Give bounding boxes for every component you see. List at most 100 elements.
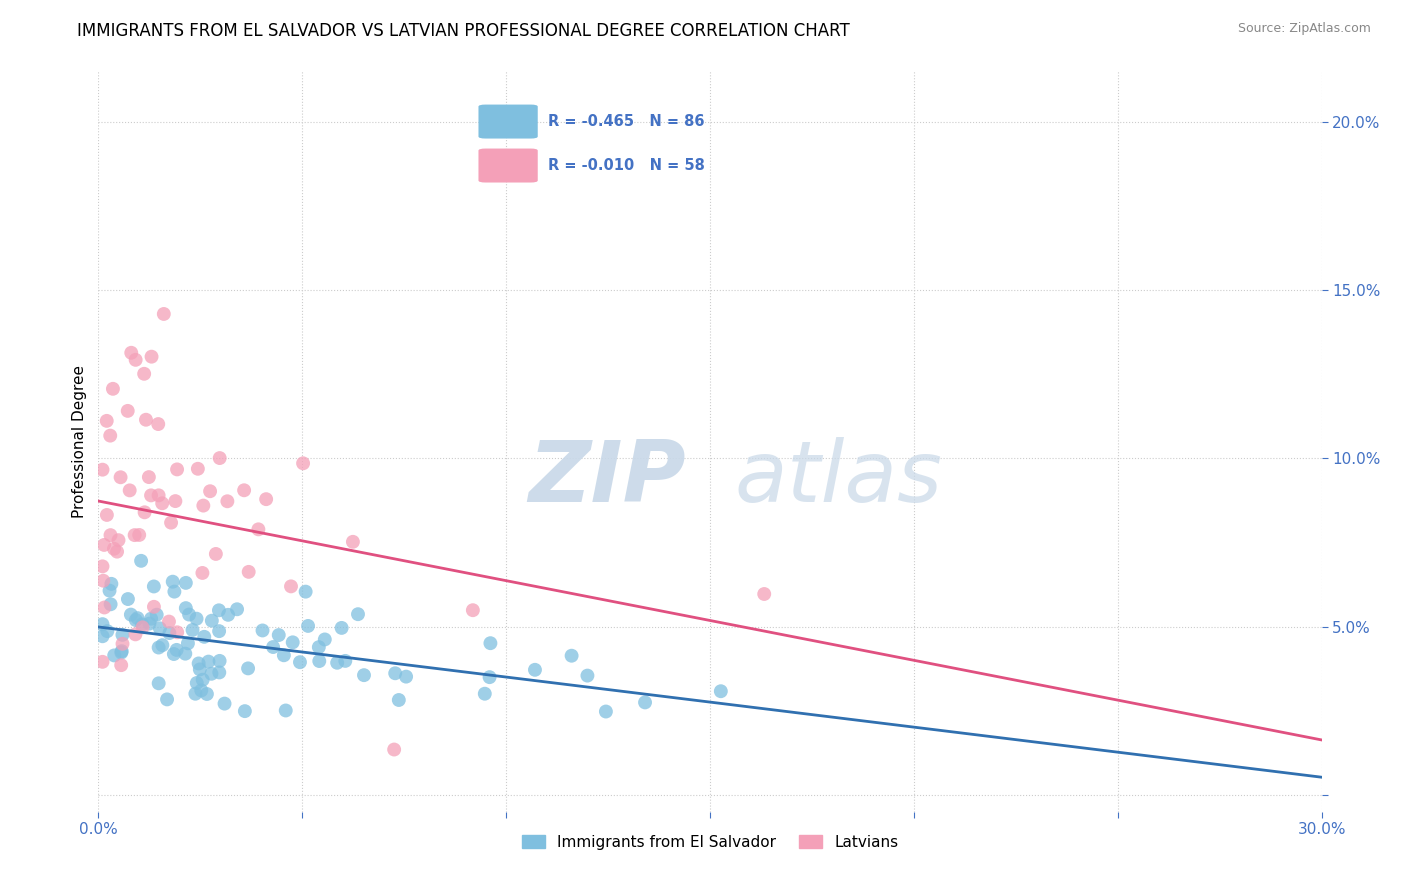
Point — [262, 640, 284, 654]
Point — [124, 528, 146, 542]
Point — [120, 345, 142, 359]
Point — [576, 668, 599, 682]
Point — [292, 456, 315, 470]
Point — [474, 687, 496, 701]
Point — [166, 643, 188, 657]
Point — [254, 492, 277, 507]
Point — [214, 697, 236, 711]
Point — [160, 516, 183, 530]
Point — [91, 655, 114, 669]
Point — [139, 612, 162, 626]
Point — [142, 579, 165, 593]
Point — [634, 695, 657, 709]
Point — [153, 307, 176, 321]
Point — [308, 640, 330, 655]
Point — [100, 528, 122, 542]
Point — [479, 636, 502, 650]
Point — [191, 566, 214, 580]
Point — [382, 742, 405, 756]
Point — [148, 676, 170, 690]
Point — [342, 534, 364, 549]
Point — [200, 666, 222, 681]
Point — [124, 352, 146, 367]
Point — [233, 704, 256, 718]
Point — [120, 607, 142, 622]
Point — [165, 494, 187, 508]
Point — [91, 617, 114, 632]
Point — [96, 414, 118, 428]
Point — [188, 662, 211, 676]
Point — [197, 655, 219, 669]
Point — [186, 676, 208, 690]
Point — [561, 648, 583, 663]
Point — [124, 627, 146, 641]
Point — [384, 666, 406, 681]
Point — [326, 656, 349, 670]
Point — [217, 494, 239, 508]
Point — [478, 670, 501, 684]
Legend: Immigrants from El Salvador, Latvians: Immigrants from El Salvador, Latvians — [516, 829, 904, 856]
Point — [177, 636, 200, 650]
Point — [103, 541, 125, 556]
Point — [166, 462, 188, 476]
Point — [208, 624, 231, 639]
Point — [267, 628, 290, 642]
Point — [193, 499, 215, 513]
Point — [163, 647, 186, 661]
Y-axis label: Professional Degree: Professional Degree — [72, 365, 87, 518]
Point — [111, 628, 134, 642]
Point — [91, 463, 114, 477]
Point — [100, 597, 122, 611]
Point — [347, 607, 370, 622]
Point — [177, 607, 200, 622]
Point — [150, 496, 173, 510]
Point — [148, 488, 170, 502]
Point — [193, 630, 215, 644]
Point — [96, 624, 118, 639]
Point — [395, 670, 418, 684]
Point — [129, 554, 152, 568]
Point — [205, 547, 228, 561]
Point — [198, 484, 221, 499]
Point — [149, 621, 172, 635]
Point — [388, 693, 411, 707]
Point — [103, 648, 125, 663]
Point — [281, 635, 304, 649]
Point — [107, 533, 129, 548]
Point — [141, 350, 163, 364]
Point — [148, 640, 170, 655]
Point — [191, 673, 214, 687]
Point — [187, 462, 209, 476]
Point — [91, 559, 114, 574]
Point — [101, 382, 124, 396]
Point — [208, 665, 231, 680]
Point — [335, 654, 357, 668]
Point — [201, 614, 224, 628]
Point — [314, 632, 336, 647]
Point — [174, 647, 197, 661]
Point — [135, 413, 157, 427]
Point — [125, 613, 148, 627]
Point — [184, 687, 207, 701]
Point — [117, 404, 139, 418]
Point — [110, 470, 132, 484]
Point — [236, 661, 259, 675]
Point — [186, 612, 208, 626]
Point — [100, 577, 122, 591]
Point — [461, 603, 484, 617]
Point — [110, 658, 132, 673]
Point — [330, 621, 353, 635]
Point — [273, 648, 295, 663]
Point — [187, 657, 209, 671]
Point — [247, 522, 270, 536]
Point — [208, 603, 231, 617]
Point — [111, 637, 134, 651]
Point — [190, 683, 212, 698]
Point — [226, 602, 249, 616]
Point — [208, 451, 231, 466]
Point — [195, 687, 218, 701]
Point — [217, 607, 239, 622]
Point — [156, 692, 179, 706]
Point — [163, 584, 186, 599]
Point — [111, 644, 134, 658]
